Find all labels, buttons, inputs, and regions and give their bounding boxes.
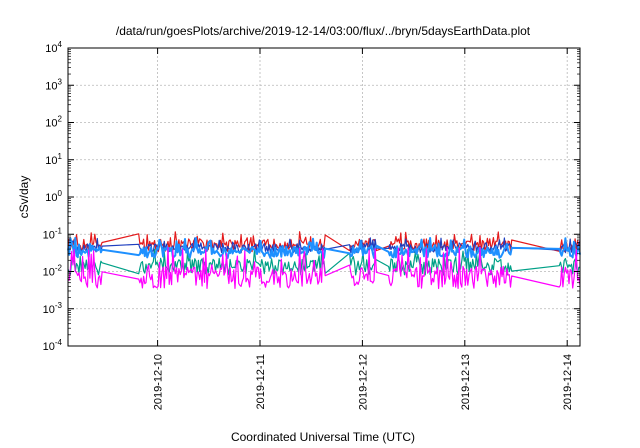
x-tick-label: 2019-12-11 (255, 354, 267, 409)
y-tick-label: 100 (45, 189, 62, 204)
y-tick-label: 10-2 (43, 264, 63, 279)
gridlines (68, 48, 580, 346)
series-line-5 (67, 246, 581, 290)
x-axis: 2019-12-10 2019-12-11 2019-12-12 2019-12-13… (153, 48, 574, 410)
y-tick-label: 104 (45, 40, 62, 55)
series-line-4 (67, 236, 581, 259)
y-tick-label: 102 (45, 115, 62, 130)
x-tick-label: 2019-12-13 (460, 354, 472, 410)
y-tick-label: 10-1 (43, 226, 63, 241)
y-tick-label: 10-4 (43, 338, 63, 353)
x-tick-label: 2019-12-14 (562, 354, 574, 410)
chart-title: /data/run/goesPlots/archive/2019-12-14/0… (116, 24, 531, 38)
y-axis: 10-4 10-3 10-2 10-1 100 101 102 103 104 (43, 40, 580, 353)
y-axis-label: cSv/day (17, 176, 31, 219)
x-tick-label: 2019-12-10 (153, 354, 165, 410)
series-group (67, 231, 581, 290)
x-axis-label: Coordinated Universal Time (UTC) (231, 430, 415, 444)
y-tick-label: 103 (45, 77, 62, 92)
y-tick-label: 101 (45, 152, 62, 167)
y-tick-label: 10-3 (43, 301, 63, 316)
x-tick-label: 2019-12-12 (357, 354, 369, 410)
